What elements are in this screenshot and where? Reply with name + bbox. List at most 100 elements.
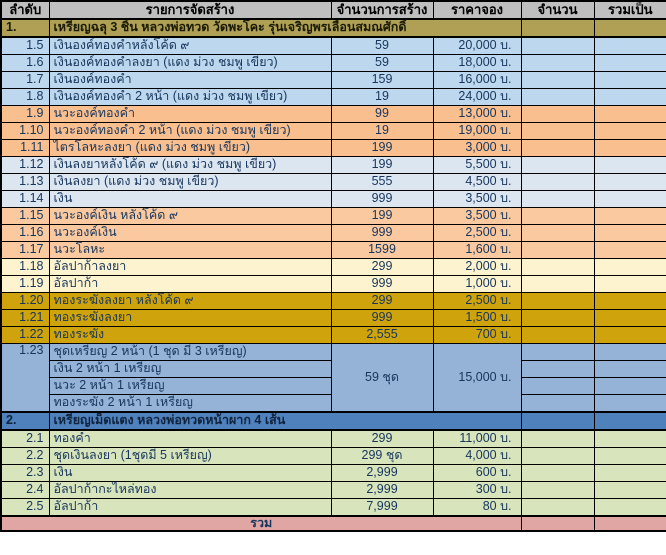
table-row: 1.6 เงินองค์ทองคำลงยา (แดง ม่วง ชมพู เขีย…: [0, 54, 666, 72]
price-cell: 15,000 บ.: [432, 343, 522, 413]
quantity-input-cell: [520, 411, 595, 431]
row-number-cell: 1.18: [0, 258, 50, 276]
row-number-cell: 1.23: [0, 343, 50, 413]
quantity-input-cell: [520, 173, 595, 191]
quantity-input-cell: [520, 394, 595, 413]
row-number-cell: 1.17: [0, 241, 50, 259]
table-row: 1.21 ทองระฆังลงยา 999 1,500 บ.: [0, 309, 666, 327]
total-amount-cell: [593, 207, 666, 225]
price-cell: 1,000 บ.: [432, 275, 522, 293]
table-row-set: 1.23 ชุดเหรียญ 2 หน้า (1 ชุด มี 3 เหรียญ)…: [0, 343, 666, 413]
header-cell: ลำดับ: [0, 0, 50, 20]
table-row-set: เงิน 2 หน้า 1 เหรียญ: [1, 360, 666, 378]
row-number-cell: 1.14: [0, 190, 50, 208]
item-cell: เงินลงยาหลังโค้ด ๙ (แดง ม่วง ชมพู เขียว): [48, 156, 332, 174]
table-row: 2.4 อัลปาก้ากะไหล่ทอง 2,999 300 บ.: [0, 481, 666, 499]
header-cell: จำนวนการสร้าง: [330, 0, 434, 20]
quantity-made-cell: 59 ชุด: [330, 343, 434, 413]
item-cell: เงินองค์ทองคำลงยา (แดง ม่วง ชมพู เขียว): [48, 54, 332, 72]
quantity-input-cell: [520, 139, 595, 157]
quantity-input-cell: [520, 377, 595, 395]
row-number-cell: 1.15: [0, 207, 50, 225]
quantity-made-cell: 99: [330, 105, 434, 123]
price-cell: 2,500 บ.: [432, 224, 522, 242]
row-number-cell: 2.5: [0, 498, 50, 517]
header-cell: รวมเป็น: [593, 0, 666, 20]
total-amount-cell: [593, 411, 666, 431]
quantity-input-cell: [520, 326, 595, 344]
item-cell: เงิน: [48, 190, 332, 208]
quantity-made-cell: 7,999: [330, 498, 434, 517]
row-number-cell: 1.6: [0, 54, 50, 72]
total-amount-cell: [593, 275, 666, 293]
price-cell: 2,500 บ.: [432, 292, 522, 310]
table-row: 1.22 ทองระฆัง 2,555 700 บ.: [0, 326, 666, 344]
price-cell: 80 บ.: [432, 498, 522, 517]
quantity-made-cell: 299: [330, 258, 434, 276]
price-cell: 3,500 บ.: [432, 190, 522, 208]
table-row: 1.9 นวะองค์ทองคำ 99 13,000 บ.: [0, 105, 666, 123]
grand-total-row: รวม: [0, 514, 666, 532]
total-amount-cell: [593, 190, 666, 208]
row-number-cell: 1.22: [0, 326, 50, 344]
price-cell: 2,000 บ.: [432, 258, 522, 276]
total-amount-cell: [593, 309, 666, 327]
quantity-made-cell: 999: [330, 224, 434, 242]
price-cell: 700 บ.: [432, 326, 522, 344]
quantity-input-cell: [520, 360, 595, 378]
row-number-cell: 1.13: [0, 173, 50, 191]
header-row: ลำดับ รายการจัดสร้าง จำนวนการสร้าง ราคาจองจ…: [0, 0, 666, 20]
row-number-cell: 1.8: [0, 88, 50, 106]
item-cell: ชุดเหรียญ 2 หน้า (1 ชุด มี 3 เหรียญ): [48, 343, 332, 361]
quantity-made-cell: 299: [330, 292, 434, 310]
table-row: 1.19 อัลปาก้า 999 1,000 บ.: [0, 275, 666, 293]
quantity-made-cell: 2,555: [330, 326, 434, 344]
total-amount-cell: [593, 377, 666, 395]
table-row: 1.5 เงินองค์ทองคำหลังโค้ด ๙ 59 20,000 บ.: [0, 36, 666, 55]
section-title-cell: เหรียญฉลุ 3 ชิ้น หลวงพ่อทวด วัดพะโคะ รุ่…: [48, 18, 522, 38]
item-cell: ทองระฆัง 2 หน้า 1 เหรียญ: [48, 394, 332, 413]
price-cell: 19,000 บ.: [432, 122, 522, 140]
row-number-cell: 2.3: [0, 464, 50, 482]
row-number-cell: 1.5: [0, 36, 50, 55]
quantity-made-cell: 19: [330, 88, 434, 106]
quantity-input-cell: [520, 88, 595, 106]
section-number-cell: 2.: [0, 411, 50, 431]
row-number-cell: 1.16: [0, 224, 50, 242]
row-number-cell: 1.7: [0, 71, 50, 89]
price-cell: 13,000 บ.: [432, 105, 522, 123]
quantity-input-cell: [520, 241, 595, 259]
price-cell: 3,500 บ.: [432, 207, 522, 225]
row-number-cell: 2.4: [0, 481, 50, 499]
item-cell: อัลปาก้า: [48, 275, 332, 293]
row-number-cell: 1.19: [0, 275, 50, 293]
price-cell: 4,000 บ.: [432, 447, 522, 465]
item-cell: เงินองค์ทองคำหลังโค้ด ๙: [48, 36, 332, 55]
header-cell: รายการจัดสร้าง: [48, 0, 332, 20]
item-cell: นวะองค์ทองคำ 2 หน้า (แดง ม่วง ชมพู เขียว…: [48, 122, 332, 140]
total-amount-cell: [593, 224, 666, 242]
total-amount-cell: [593, 18, 666, 38]
section-row: 1. เหรียญฉลุ 3 ชิ้น หลวงพ่อทวด วัดพะโคะ ร…: [0, 18, 666, 38]
total-amount-cell: [593, 241, 666, 259]
total-amount-cell: [593, 394, 666, 413]
quantity-input-cell: [520, 122, 595, 140]
table-row: 1.12 เงินลงยาหลังโค้ด ๙ (แดง ม่วง ชมพู เข…: [0, 156, 666, 174]
quantity-made-cell: 999: [330, 275, 434, 293]
quantity-input-cell: [520, 275, 595, 293]
quantity-made-cell: 2,999: [330, 481, 434, 499]
table-row: 1.10 นวะองค์ทองคำ 2 หน้า (แดง ม่วง ชมพู เ…: [0, 122, 666, 140]
total-amount-cell: [593, 36, 666, 55]
item-cell: นวะองค์ทองคำ: [48, 105, 332, 123]
total-amount-cell: [593, 447, 666, 465]
grand-total-label-cell: รวม: [0, 514, 522, 532]
section-title-cell: เหรียญเม็ดแตง หลวงพ่อทวดหน้าผาก 4 เส้น: [48, 411, 522, 431]
quantity-made-cell: 199: [330, 139, 434, 157]
price-cell: 3,000 บ.: [432, 139, 522, 157]
quantity-input-cell: [520, 156, 595, 174]
quantity-input-cell: [520, 292, 595, 310]
total-amount-cell: [593, 498, 666, 517]
item-cell: เงิน: [48, 464, 332, 482]
quantity-input-cell: [520, 309, 595, 327]
item-cell: อัลปาก้ากะไหล่ทอง: [48, 481, 332, 499]
